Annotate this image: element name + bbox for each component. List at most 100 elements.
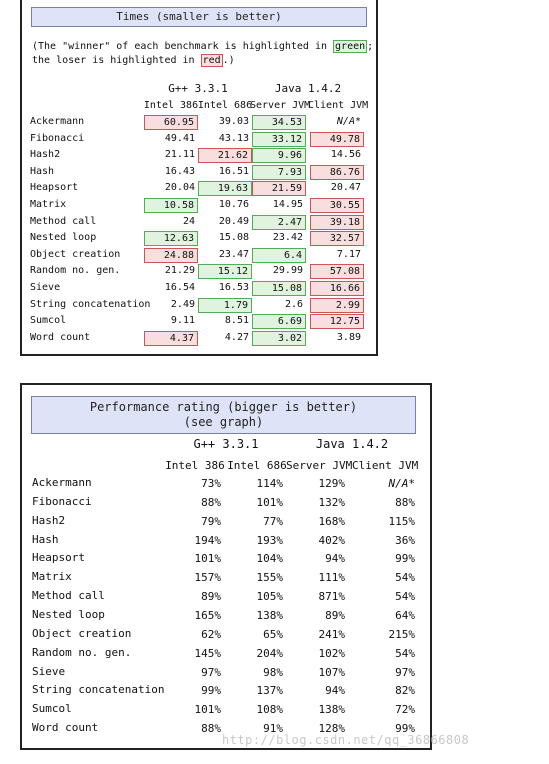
rating-cell: 115%: [388, 514, 416, 528]
rating-col-header: Intel 386: [165, 459, 225, 472]
times-row-label: Matrix: [30, 199, 67, 210]
times-cell: 21.62: [198, 148, 252, 164]
times-row-label: Word count: [30, 331, 91, 343]
rating-title-line1: Performance rating (bigger is better): [89, 400, 358, 414]
times-cell: 24.88: [144, 247, 198, 263]
times-col-header: Client JVM: [308, 100, 369, 111]
rating-cell: 64%: [395, 608, 415, 622]
rating-cell: 97%: [395, 665, 415, 679]
rating-cell: 108%: [256, 703, 284, 717]
times-cell: 3.02: [252, 330, 306, 346]
rating-cell: 82%: [395, 684, 415, 698]
legend-note: (The "winner" of each benchmark is highl…: [32, 40, 373, 68]
rating-cell: 101%: [256, 495, 284, 509]
rating-cell: 101%: [194, 703, 222, 717]
rating-cell: 79%: [201, 514, 221, 528]
times-cell: 39.03: [218, 116, 249, 127]
times-cell: 20.04: [164, 182, 195, 194]
times-row-label: Ackermann: [30, 116, 85, 127]
rating-cell: 97%: [201, 665, 221, 679]
times-cell: 4.27: [224, 331, 249, 343]
times-cell: 24: [182, 215, 195, 227]
times-cell: 23.47: [218, 248, 249, 260]
rating-col-header: Server JVM: [286, 459, 353, 472]
rating-cell: 88%: [201, 495, 221, 509]
times-cell: 34.53: [252, 115, 306, 130]
times-cell: 29.99: [272, 265, 303, 277]
times-cell: 16.51: [218, 165, 249, 177]
note-text-1: (The "winner" of each benchmark is highl…: [32, 41, 334, 52]
times-col-header: Server JVM: [250, 100, 311, 111]
times-row-label: Nested loop: [30, 232, 97, 244]
rating-cell: 89%: [325, 608, 345, 622]
rating-cell: 36%: [395, 533, 415, 547]
times-cell: 57.08: [310, 264, 364, 280]
times-cell: 21.11: [164, 149, 195, 161]
times-row-label: Fibonacci: [30, 132, 85, 144]
rating-row-label: Hash: [32, 532, 59, 546]
rating-title-line2: (see graph): [183, 415, 264, 429]
times-row-label: String concatenation: [30, 298, 151, 310]
rating-row-label: Heapsort: [32, 551, 85, 565]
rating-cell: 145%: [194, 646, 222, 660]
times-row-label: Hash: [30, 165, 55, 177]
rating-col-header: Client JVM: [352, 459, 419, 472]
rating-row-label: Word count: [32, 721, 99, 735]
note-green-swatch: green: [333, 40, 368, 53]
rating-cell: 72%: [395, 703, 415, 717]
times-row-label: Random no. gen.: [30, 265, 121, 277]
rating-row-label: Object creation: [32, 626, 132, 640]
times-col-header: Intel 686: [197, 100, 253, 111]
times-cell: N/A*: [336, 116, 361, 127]
rating-row-label: Ackermann: [32, 476, 92, 489]
rating-cell: 99%: [395, 722, 415, 736]
note-text-2: ;: [367, 41, 374, 52]
rating-cell: 105%: [256, 590, 284, 604]
times-row-label: Heapsort: [30, 182, 79, 194]
rating-title: Performance rating (bigger is better) (s…: [31, 396, 416, 434]
rating-cell: 871%: [318, 590, 346, 604]
times-cell: 16.43: [164, 165, 195, 177]
times-cell: 1.79: [198, 297, 252, 313]
times-row-label: Sumcol: [30, 315, 67, 327]
rating-cell: 204%: [256, 646, 284, 660]
rating-cell: 54%: [395, 646, 415, 660]
times-cell: 49.78: [310, 131, 364, 147]
times-group-java: Java 1.4.2: [274, 82, 342, 95]
rating-cell: 88%: [201, 722, 221, 736]
times-cell: 12.75: [310, 314, 364, 330]
rating-cell: 194%: [194, 533, 222, 547]
rating-cell: 94%: [325, 684, 345, 698]
note-text-4: .): [222, 55, 235, 66]
times-cell: 7.17: [336, 248, 361, 260]
times-cell: 3.89: [336, 331, 361, 343]
times-cell: 33.12: [252, 131, 306, 147]
rating-cell: 99%: [201, 684, 221, 698]
rating-row-label: Hash2: [32, 513, 66, 527]
rating-cell: 62%: [201, 627, 221, 641]
rating-cell: 101%: [194, 552, 222, 566]
times-cell: 2.6: [284, 298, 303, 310]
rating-cell: 168%: [318, 514, 346, 528]
rating-cell: 65%: [263, 627, 283, 641]
times-cell: 16.66: [310, 281, 364, 296]
rating-cell: 102%: [318, 646, 346, 660]
rating-cell: 54%: [395, 571, 415, 585]
times-cell: 8.51: [224, 315, 249, 327]
times-title: Times (smaller is better): [31, 7, 367, 27]
rating-cell: 107%: [318, 665, 346, 679]
rating-cell: 114%: [256, 477, 284, 490]
rating-cell: 137%: [256, 684, 284, 698]
rating-group-gpp: G++ 3.3.1: [193, 437, 259, 451]
rating-row-label: Fibonacci: [32, 494, 92, 508]
times-cell: 14.95: [272, 199, 303, 210]
times-cell: 23.42: [272, 232, 303, 244]
times-cell: 10.58: [144, 198, 198, 213]
times-cell: 9.11: [170, 315, 195, 327]
times-col-header: Intel 386: [143, 100, 199, 111]
rating-row-label: Matrix: [32, 570, 72, 584]
times-cell: 9.96: [252, 148, 306, 164]
times-cell: 19.63: [198, 181, 252, 197]
rating-cell: N/A*: [388, 477, 416, 490]
times-cell: 32.57: [310, 231, 364, 247]
